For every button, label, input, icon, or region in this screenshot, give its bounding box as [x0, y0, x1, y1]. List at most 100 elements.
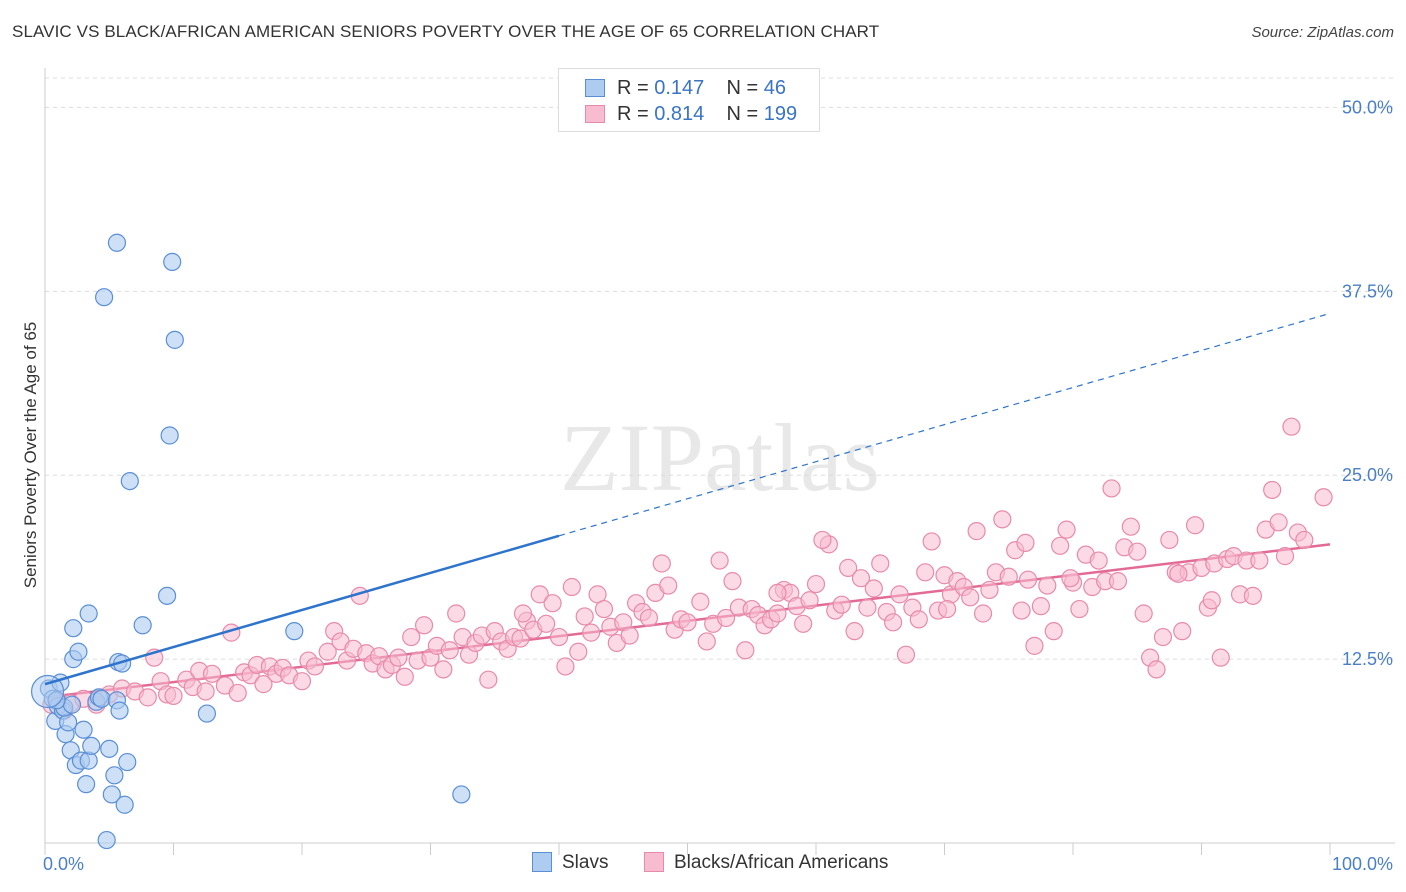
point-black-189 [1016, 533, 1035, 552]
point-black-97 [736, 641, 755, 660]
point-black-91 [697, 632, 716, 651]
point-slavs-14 [74, 720, 93, 739]
point-black-119 [883, 613, 903, 632]
point-black-66 [530, 585, 549, 604]
point-black-132 [967, 522, 986, 541]
point-black-33 [318, 642, 337, 661]
point-slavs-32 [118, 752, 137, 772]
point-black-67 [537, 614, 556, 633]
point-black-116 [864, 579, 883, 598]
point-black-108 [806, 574, 826, 594]
point-black-89 [678, 613, 697, 632]
point-black-58 [479, 670, 498, 689]
point-black-18 [202, 664, 222, 683]
trend-line-slavs-solid [44, 534, 560, 686]
point-slavs-44 [62, 695, 82, 714]
point-black-13 [164, 686, 183, 705]
point-black-192 [1061, 569, 1080, 588]
point-slavs-12 [69, 642, 88, 661]
point-black-153 [1102, 479, 1121, 498]
point-black-186 [513, 604, 533, 623]
point-black-180 [1275, 547, 1295, 566]
point-slavs-26 [105, 766, 124, 785]
point-black-136 [993, 510, 1012, 529]
point-black-63 [511, 629, 530, 648]
point-slavs-25 [102, 785, 121, 804]
point-slavs-40 [197, 704, 217, 723]
point-black-94 [716, 608, 736, 628]
point-black-102 [768, 604, 787, 623]
point-slavs-37 [160, 426, 179, 445]
point-black-17 [196, 682, 215, 701]
points-black [42, 417, 1333, 720]
point-black-125 [922, 532, 941, 551]
y-axis-label: Seniors Poverty Over the Age of 65 [21, 322, 40, 588]
point-black-188 [1169, 564, 1188, 583]
point-black-111 [832, 595, 851, 614]
chart-title: SLAVIC VS BLACK/AFRICAN AMERICAN SENIORS… [12, 22, 880, 41]
point-black-44 [389, 648, 408, 667]
point-slavs-35 [133, 616, 152, 635]
point-black-185 [813, 530, 832, 550]
point-slavs-42 [452, 785, 471, 804]
point-black-32 [305, 657, 324, 676]
point-black-140 [1018, 570, 1038, 589]
point-black-107 [800, 591, 819, 610]
y-tick-label-1: 25.0% [1342, 465, 1393, 485]
point-black-9 [138, 688, 157, 707]
point-black-121 [896, 645, 916, 664]
point-black-176 [1250, 551, 1269, 570]
legend-swatch-black [585, 105, 605, 123]
point-slavs-24 [100, 739, 119, 758]
point-black-46 [402, 627, 421, 647]
point-slavs-cluster [30, 674, 65, 709]
legend-swatch-slavs [585, 79, 605, 97]
point-black-72 [569, 642, 588, 661]
tick-labels: 12.5% 25.0% 37.5% 50.0% 0.0% 100.0% [43, 97, 1393, 874]
point-black-184 [1314, 488, 1333, 507]
point-slavs-29 [110, 701, 129, 720]
bottom-legend-slavs: Slavs [532, 852, 608, 874]
point-black-146 [1057, 520, 1076, 539]
point-black-124 [916, 563, 935, 582]
axes [44, 68, 1395, 855]
point-slavs-36 [157, 586, 177, 605]
points-slavs [30, 233, 471, 850]
point-black-131 [961, 588, 980, 607]
point-black-113 [845, 622, 864, 641]
point-black-112 [839, 558, 858, 577]
point-black-175 [1243, 586, 1263, 605]
point-black-52 [440, 641, 459, 660]
point-black-181 [1282, 417, 1301, 436]
source-label: Source: ZipAtlas.com [1251, 24, 1394, 41]
point-black-134 [980, 580, 999, 600]
point-black-68 [543, 594, 562, 613]
y-tick-label-3: 50.0% [1342, 97, 1393, 117]
point-black-161 [1153, 627, 1173, 647]
point-black-191 [937, 599, 957, 619]
point-black-142 [1031, 597, 1050, 616]
point-black-141 [1025, 636, 1044, 655]
point-black-144 [1044, 622, 1063, 641]
point-black-123 [909, 610, 928, 629]
point-black-51 [434, 660, 453, 679]
point-black-71 [562, 577, 581, 597]
trend-slavs [44, 312, 1331, 686]
point-black-53 [447, 604, 466, 623]
point-black-164 [1173, 622, 1192, 641]
point-black-170 [1211, 648, 1230, 667]
y-tick-label-0: 12.5% [1342, 649, 1393, 669]
watermark: ZIPatlas [560, 404, 880, 511]
point-black-76 [594, 599, 614, 619]
point-black-160 [1147, 660, 1166, 679]
point-black-21 [228, 683, 247, 703]
point-slavs-22 [95, 288, 114, 307]
x-tick-label-1: 100.0% [1332, 854, 1393, 874]
point-black-93 [710, 551, 729, 570]
point-black-120 [890, 585, 909, 604]
point-black-158 [1134, 604, 1153, 623]
point-black-95 [723, 572, 742, 591]
point-black-114 [851, 569, 871, 588]
point-black-74 [582, 623, 601, 642]
point-slavs-15 [77, 775, 96, 794]
